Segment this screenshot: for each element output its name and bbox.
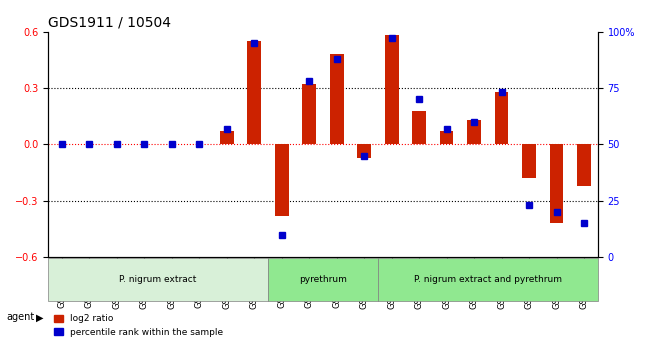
Legend: log2 ratio, percentile rank within the sample: log2 ratio, percentile rank within the s… xyxy=(50,311,227,341)
Text: P. nigrum extract: P. nigrum extract xyxy=(120,275,197,284)
Bar xyxy=(550,145,564,224)
FancyBboxPatch shape xyxy=(378,258,598,302)
FancyBboxPatch shape xyxy=(268,258,378,302)
Text: agent: agent xyxy=(6,313,34,322)
Bar xyxy=(220,131,233,145)
FancyBboxPatch shape xyxy=(48,258,268,302)
Bar xyxy=(467,120,481,145)
Bar xyxy=(412,110,426,145)
Bar xyxy=(522,145,536,178)
Text: GDS1911 / 10504: GDS1911 / 10504 xyxy=(48,15,171,29)
Bar xyxy=(302,84,316,145)
Bar xyxy=(275,145,289,216)
Bar xyxy=(440,131,454,145)
Text: pyrethrum: pyrethrum xyxy=(299,275,347,284)
Bar xyxy=(358,145,371,158)
Bar xyxy=(330,54,344,145)
Bar xyxy=(577,145,591,186)
Bar xyxy=(495,92,508,145)
Text: ▶: ▶ xyxy=(36,313,44,322)
Bar xyxy=(248,41,261,145)
Text: P. nigrum extract and pyrethrum: P. nigrum extract and pyrethrum xyxy=(414,275,562,284)
Bar xyxy=(385,35,398,145)
